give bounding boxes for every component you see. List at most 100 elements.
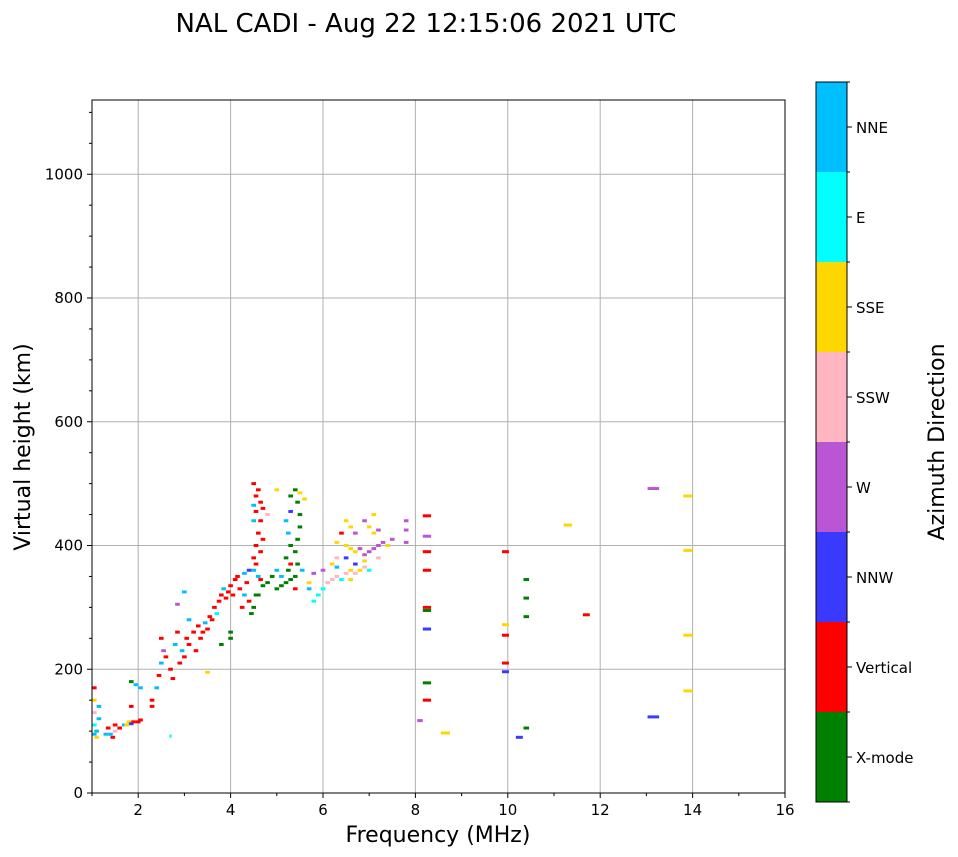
data-point-vertical (244, 581, 250, 585)
data-point-vertical (582, 613, 590, 617)
data-point-vertical (251, 556, 257, 560)
data-point-vertical (422, 514, 432, 518)
data-point-vertical (112, 723, 118, 727)
data-point-e (214, 612, 220, 616)
data-point-vertical (177, 661, 183, 665)
data-point-x-mode (228, 636, 233, 640)
data-point-vertical (228, 584, 233, 588)
colorbar-label: Azimuth Direction (925, 343, 950, 540)
data-point-ssw (265, 513, 270, 517)
data-point-x-mode (297, 513, 303, 517)
data-point-sse (205, 670, 210, 674)
data-point-x-mode (256, 593, 261, 597)
data-point-ssw (334, 574, 340, 578)
data-point-sse (366, 525, 372, 529)
x-tick-label: 16 (775, 801, 794, 819)
data-point-vertical (251, 482, 257, 486)
y-tick-label: 1000 (45, 165, 83, 183)
colorbar-segment (816, 262, 847, 352)
data-point-vertical (260, 537, 266, 541)
data-point-nne (158, 661, 164, 665)
data-point-vertical (225, 590, 231, 594)
data-point-nnw (502, 670, 509, 674)
data-point-nne (202, 621, 208, 625)
data-point-ssw (92, 711, 97, 715)
data-point-sse (348, 568, 354, 572)
data-point-vertical (168, 667, 173, 671)
data-point-nne (96, 717, 102, 721)
data-point-ssw (334, 556, 340, 560)
data-point-e (339, 578, 344, 582)
data-point-vertical (186, 643, 192, 646)
data-point-vertical (260, 506, 266, 510)
y-tick-label: 600 (54, 413, 83, 431)
data-point-w (371, 547, 377, 551)
data-point-sse (385, 544, 390, 547)
data-point-sse (343, 544, 349, 547)
data-point-x-mode (295, 562, 300, 566)
data-point-x-mode (288, 494, 293, 498)
data-point-vertical (184, 636, 190, 640)
data-point-nne (274, 568, 280, 572)
data-point-nnw (246, 568, 252, 572)
data-point-sse (683, 494, 693, 498)
data-point-sse (126, 720, 132, 724)
data-point-w (417, 719, 423, 723)
colorbar-segment (816, 712, 847, 802)
x-tick-label: 8 (411, 801, 421, 819)
data-point-sse (343, 519, 349, 523)
data-point-vertical (422, 568, 432, 572)
data-point-vertical (191, 630, 196, 634)
data-point-nne (133, 683, 139, 687)
data-point-vertical (502, 633, 509, 637)
data-point-nne (283, 519, 289, 523)
data-point-nne (108, 732, 113, 736)
data-point-vertical (258, 578, 263, 582)
data-point-vertical (117, 726, 123, 730)
data-point-nne (96, 704, 102, 708)
data-point-nnw (128, 722, 134, 726)
data-point-e (169, 734, 172, 738)
data-point-x-mode (295, 537, 300, 541)
data-point-x-mode (219, 643, 224, 646)
x-axis-label: Frequency (MHz) (346, 823, 531, 848)
data-point-nne (251, 568, 257, 572)
data-point-vertical (193, 649, 199, 653)
data-point-vertical (219, 593, 224, 597)
data-point-vertical (156, 673, 162, 677)
data-point-vertical (138, 718, 143, 722)
data-point-sse (92, 698, 97, 702)
data-point-vertical (92, 686, 97, 690)
data-point-nnw (647, 715, 660, 719)
data-point-nnw (422, 627, 432, 631)
data-point-sse (302, 497, 307, 501)
data-point-vertical (502, 661, 509, 665)
data-point-vertical (246, 599, 252, 603)
data-point-x-mode (251, 605, 257, 609)
data-point-w (362, 553, 367, 557)
data-point-vertical (253, 562, 259, 566)
data-point-w (311, 571, 317, 575)
data-point-w (422, 534, 432, 538)
colorbar-segment (816, 82, 847, 172)
data-point-nne (306, 587, 312, 591)
data-point-nne (251, 503, 257, 507)
data-point-vertical (292, 587, 298, 591)
colorbar-tick-label: NNW (856, 569, 893, 587)
data-point-sse (502, 623, 509, 627)
colorbar-segment (816, 532, 847, 622)
data-point-vertical (256, 488, 261, 492)
colorbar-tick-label: NNE (856, 119, 888, 137)
data-point-vertical (200, 630, 206, 634)
data-point-vertical (195, 624, 201, 628)
data-point-vertical (422, 605, 432, 609)
data-point-sse (563, 523, 573, 527)
data-point-w (376, 544, 381, 547)
data-point-x-mode (288, 578, 293, 582)
data-point-w (366, 550, 372, 554)
colorbar-segment (816, 172, 847, 262)
data-point-sse (348, 547, 354, 551)
data-point-vertical (253, 494, 259, 498)
data-point-sse (329, 562, 335, 566)
data-point-sse (683, 548, 693, 552)
